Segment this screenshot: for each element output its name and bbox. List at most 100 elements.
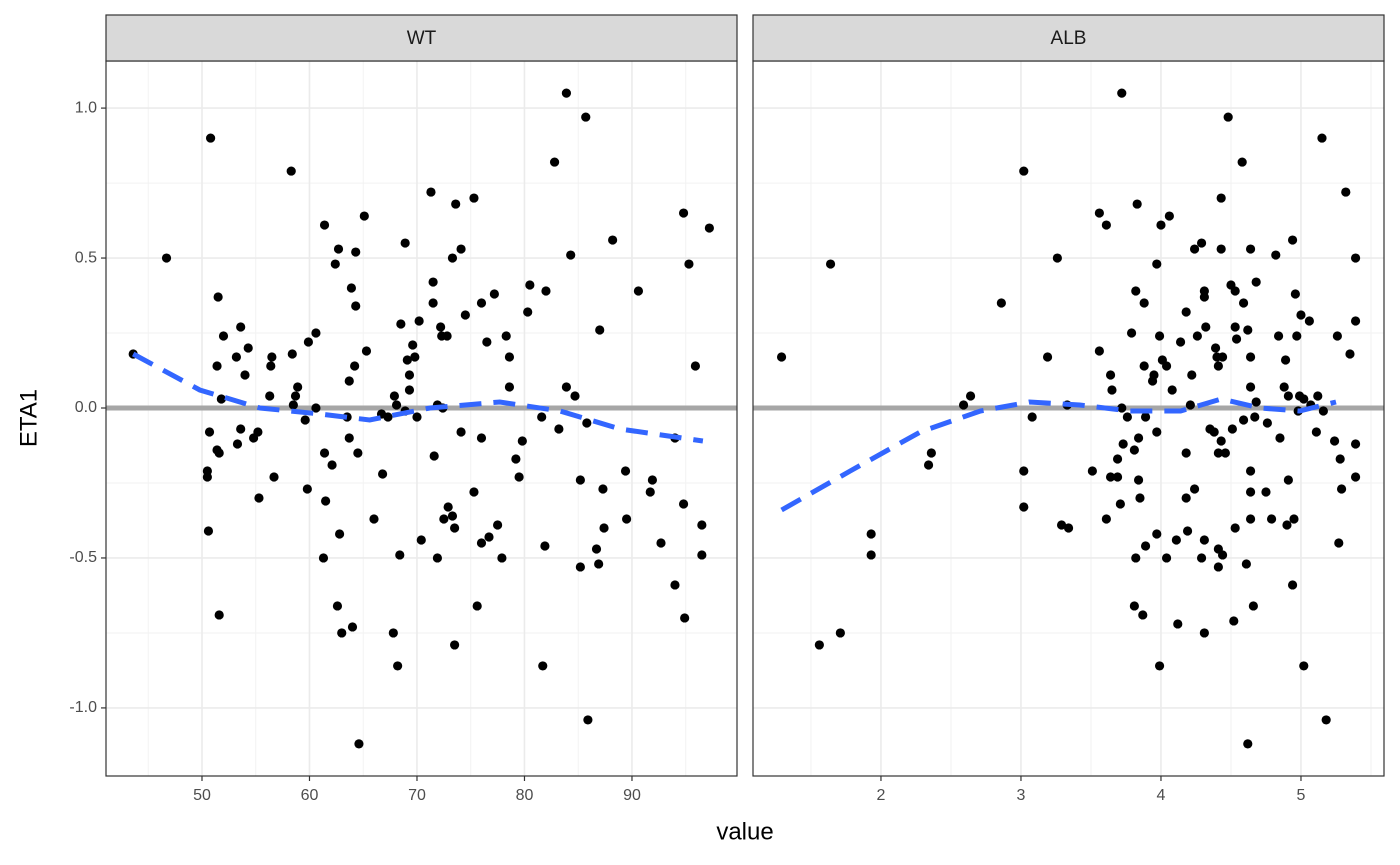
point: [442, 331, 452, 341]
point: [678, 499, 689, 509]
point: [402, 355, 412, 365]
point: [460, 310, 470, 320]
point: [1187, 370, 1197, 380]
point: [561, 382, 572, 392]
point: [1245, 466, 1256, 476]
x-tick-label: 2: [877, 787, 886, 804]
point: [1210, 343, 1221, 353]
point: [1332, 331, 1342, 341]
point: [1140, 541, 1151, 551]
point: [599, 523, 609, 533]
point: [620, 466, 631, 476]
strip-label: WT: [407, 28, 437, 49]
point: [404, 370, 415, 380]
point: [202, 472, 212, 482]
point: [1129, 601, 1139, 611]
point: [1213, 448, 1223, 458]
point: [265, 391, 275, 401]
point: [216, 394, 226, 404]
point: [656, 538, 666, 548]
point: [236, 322, 246, 332]
point: [337, 628, 347, 638]
point: [1266, 514, 1277, 524]
point: [678, 208, 689, 218]
point: [1181, 307, 1191, 317]
point: [1262, 418, 1272, 428]
point: [517, 436, 527, 446]
point: [514, 472, 524, 482]
point: [484, 532, 494, 542]
point: [231, 352, 241, 362]
point: [1334, 538, 1344, 548]
point: [1350, 316, 1361, 326]
point: [1250, 412, 1260, 422]
point: [1336, 484, 1347, 494]
point: [350, 361, 360, 371]
point: [1245, 382, 1256, 392]
point: [1094, 208, 1104, 218]
point: [1245, 514, 1256, 524]
point: [538, 661, 548, 671]
point: [426, 187, 436, 197]
point: [1112, 454, 1123, 464]
point: [1209, 427, 1219, 437]
point: [1313, 391, 1323, 401]
point: [575, 562, 585, 572]
point: [1101, 220, 1111, 230]
point: [351, 301, 361, 311]
point: [1131, 286, 1141, 296]
point: [1019, 466, 1029, 476]
point: [1289, 514, 1299, 524]
point: [1237, 157, 1247, 167]
point: [161, 253, 172, 263]
point: [594, 559, 604, 569]
point: [501, 331, 511, 341]
point: [1216, 244, 1226, 254]
point: [866, 550, 876, 560]
point: [1056, 520, 1067, 530]
point: [321, 496, 331, 506]
point: [254, 493, 264, 503]
point: [1135, 493, 1145, 503]
point: [690, 361, 700, 371]
point: [1149, 370, 1159, 380]
point: [1175, 337, 1186, 347]
point: [1189, 484, 1200, 494]
point: [1283, 475, 1293, 485]
point: [1350, 253, 1361, 263]
point: [926, 448, 936, 458]
point: [1273, 331, 1284, 341]
y-tick-label: 0.5: [75, 249, 97, 266]
point: [561, 88, 572, 98]
point: [412, 412, 422, 422]
point: [482, 337, 492, 347]
point: [1063, 523, 1074, 533]
point: [1283, 391, 1293, 401]
point: [1105, 370, 1116, 380]
point: [1251, 397, 1261, 407]
point: [302, 484, 312, 494]
point: [267, 352, 277, 362]
point: [1311, 427, 1321, 437]
point: [1027, 412, 1037, 422]
x-tick-label: 50: [193, 787, 211, 804]
point: [1292, 331, 1302, 341]
point: [286, 166, 296, 176]
point: [334, 529, 345, 539]
point: [269, 472, 279, 482]
point: [814, 640, 824, 650]
point: [300, 415, 310, 425]
point: [1129, 445, 1139, 455]
point: [404, 385, 415, 395]
point: [1161, 361, 1172, 371]
point: [1231, 334, 1242, 344]
point: [549, 157, 560, 167]
x-tick-label: 70: [408, 787, 426, 804]
point: [582, 418, 592, 428]
point: [1335, 454, 1345, 464]
point: [1287, 235, 1298, 245]
point: [1238, 298, 1249, 308]
point: [330, 259, 340, 269]
point: [1238, 415, 1249, 425]
